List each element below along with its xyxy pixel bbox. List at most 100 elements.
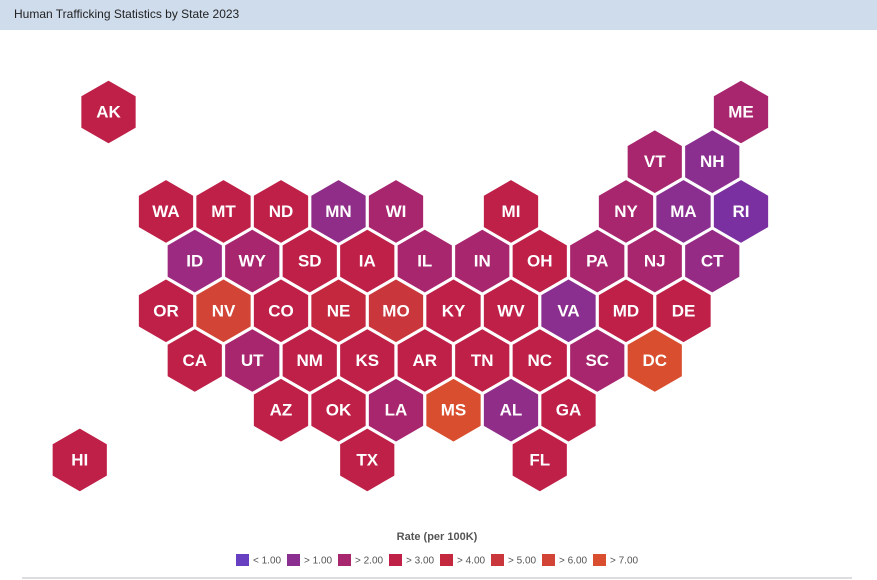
hexagon <box>683 228 741 295</box>
state-tile[interactable]: VT <box>626 128 684 195</box>
state-tile[interactable]: RI <box>712 178 770 245</box>
state-tile[interactable]: MS <box>424 377 483 444</box>
legend-item[interactable]: < 1.00 <box>236 554 282 567</box>
state-tile[interactable]: NH <box>683 128 741 195</box>
state-tile[interactable]: AZ <box>252 377 310 444</box>
state-tile[interactable]: NJ <box>626 228 684 295</box>
hexagon <box>482 377 540 444</box>
tile-label: CT <box>701 252 724 271</box>
legend-label: > 4.00 <box>457 556 486 567</box>
tile-label: IA <box>359 252 376 271</box>
state-tile[interactable]: MN <box>309 178 368 245</box>
tile-label: DC <box>642 351 667 370</box>
state-tile[interactable]: WI <box>367 178 425 245</box>
state-tile[interactable]: TX <box>338 426 396 493</box>
state-tile[interactable]: IN <box>453 228 511 295</box>
state-tile[interactable]: WV <box>482 277 540 344</box>
state-tile[interactable]: NV <box>194 277 253 344</box>
legend: < 1.00 > 1.00 > 2.00 > 3.00 > 4.00 > 5.00 > 6.… <box>236 554 639 567</box>
hexagon <box>309 178 368 245</box>
tile-label: VT <box>644 152 666 171</box>
state-tile[interactable]: WY <box>223 228 281 295</box>
hexagon <box>424 277 483 344</box>
legend-item[interactable]: > 4.00 <box>440 554 486 567</box>
hexagon <box>396 228 454 295</box>
state-tile[interactable]: MI <box>482 178 540 245</box>
hexagon <box>482 178 540 245</box>
tile-label: MI <box>502 202 521 221</box>
state-tile[interactable]: KY <box>424 277 483 344</box>
hexagon <box>453 228 511 295</box>
state-tile[interactable]: NE <box>309 277 368 344</box>
state-tile[interactable]: UT <box>223 327 281 394</box>
tile-label: IL <box>417 252 432 271</box>
hexagon <box>281 228 339 295</box>
tile-label: NH <box>700 152 725 171</box>
tile-label: AZ <box>270 401 293 420</box>
legend-item[interactable]: > 5.00 <box>491 554 537 567</box>
state-tile[interactable]: MO <box>367 277 425 344</box>
state-tile[interactable]: MT <box>194 178 253 245</box>
hexagon <box>252 178 310 245</box>
state-tile[interactable]: DC <box>626 327 684 394</box>
state-tile[interactable]: PA <box>568 228 626 295</box>
state-tile[interactable]: GA <box>539 377 598 444</box>
state-tile[interactable]: IA <box>338 228 396 295</box>
hexagon <box>597 178 655 245</box>
legend-swatch <box>440 554 453 566</box>
tile-label: CA <box>182 351 207 370</box>
tile-label: NC <box>527 351 552 370</box>
legend-label: > 3.00 <box>406 556 435 567</box>
state-tile[interactable]: OR <box>137 277 195 344</box>
legend-item[interactable]: > 3.00 <box>389 554 435 567</box>
state-tile[interactable]: ND <box>252 178 310 245</box>
state-tile[interactable]: AR <box>396 327 454 394</box>
header-bar <box>0 0 877 30</box>
state-tile[interactable]: TN <box>453 327 511 394</box>
state-tile[interactable]: NM <box>281 327 339 394</box>
state-tile[interactable]: KS <box>338 327 396 394</box>
tile-label: ND <box>269 202 294 221</box>
state-tile[interactable]: OK <box>309 377 368 444</box>
state-tile[interactable]: LA <box>367 377 425 444</box>
state-tile[interactable]: OH <box>511 228 569 295</box>
tile-label: IN <box>474 252 491 271</box>
hexagon <box>367 277 425 344</box>
state-tile[interactable]: ME <box>712 78 770 146</box>
state-tile[interactable]: AK <box>79 78 138 146</box>
state-tile[interactable]: CO <box>252 277 310 344</box>
state-tile[interactable]: NY <box>597 178 655 245</box>
state-tile[interactable]: DE <box>654 277 713 344</box>
legend-item[interactable]: > 1.00 <box>287 554 333 567</box>
state-tile[interactable]: SD <box>281 228 339 295</box>
state-tile[interactable]: VA <box>539 277 598 344</box>
state-tile[interactable]: MA <box>654 178 713 245</box>
legend-swatch <box>287 554 300 566</box>
tile-label: AK <box>96 102 121 121</box>
state-tile[interactable]: CT <box>683 228 741 295</box>
legend-item[interactable]: > 6.00 <box>542 554 588 567</box>
state-tile[interactable]: NC <box>511 327 569 394</box>
tile-label: MN <box>325 202 351 221</box>
state-tile[interactable]: IL <box>396 228 454 295</box>
state-tile[interactable]: ID <box>166 228 224 295</box>
hexagon <box>309 377 368 444</box>
state-tile[interactable]: HI <box>51 426 109 493</box>
state-tile[interactable]: AL <box>482 377 540 444</box>
legend-label: < 1.00 <box>253 556 282 567</box>
hexagon <box>539 277 598 344</box>
legend-item[interactable]: > 7.00 <box>593 554 639 567</box>
state-tile[interactable]: WA <box>137 178 195 245</box>
state-tile[interactable]: CA <box>166 327 224 394</box>
legend-item[interactable]: > 2.00 <box>338 554 384 567</box>
hexagon <box>51 426 109 493</box>
tile-label: SD <box>298 252 322 271</box>
hexagon <box>626 228 684 295</box>
tile-label: ID <box>186 252 203 271</box>
state-tile[interactable]: FL <box>511 426 569 493</box>
state-tile[interactable]: SC <box>568 327 626 394</box>
hexagon <box>424 377 483 444</box>
state-tile[interactable]: MD <box>597 277 655 344</box>
